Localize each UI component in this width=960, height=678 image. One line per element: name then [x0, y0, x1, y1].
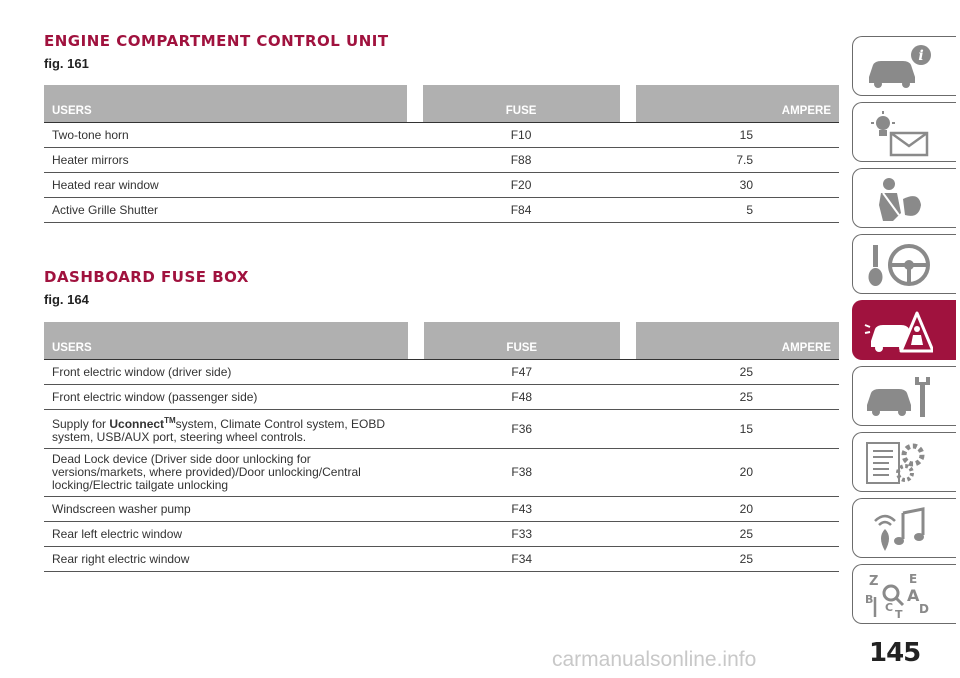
svg-text:A: A: [907, 586, 920, 605]
users-cell: Heater mirrors: [44, 147, 407, 173]
users-cell: Front electric window (passenger side): [44, 384, 408, 410]
tab-safety[interactable]: [852, 168, 956, 228]
svg-text:Z: Z: [869, 574, 878, 589]
key-steering-wheel-icon: [868, 244, 930, 286]
svg-text:C: C: [885, 601, 893, 614]
ampere-cell: 25: [635, 521, 839, 547]
trademark: TM: [164, 416, 176, 425]
table-row: Heated rear window F20 30: [44, 172, 839, 198]
users-cell: Front electric window (driver side): [44, 359, 408, 385]
users-cell: Windscreen washer pump: [44, 496, 408, 522]
ampere-cell: 7.5: [635, 147, 839, 173]
tab-multimedia[interactable]: [852, 498, 956, 558]
ampere-cell: 25: [635, 384, 839, 410]
table-header-row: USERS FUSE AMPERE: [44, 322, 839, 360]
fuse-cell: F88: [422, 147, 620, 173]
seatbelt-airbag-icon: [879, 178, 921, 221]
tab-car-info[interactable]: i: [852, 36, 956, 96]
tab-warning-lights[interactable]: [852, 102, 956, 162]
ampere-cell: 15: [635, 409, 839, 449]
fuse-cell: F10: [422, 122, 620, 148]
table-row: Heater mirrors F88 7.5: [44, 147, 839, 173]
engine-fuse-table: USERS FUSE AMPERE Two-tone horn F10 15 H…: [44, 85, 839, 223]
fuse-cell: F20: [422, 172, 620, 198]
car-breakdown-warning-triangle-icon: [864, 311, 933, 353]
alphabetical-index-icon: Z E A B C D T: [865, 572, 929, 619]
uconnect-brand: Uconnect: [109, 417, 165, 431]
section-title-dashboard-fuse-box: DASHBOARD FUSE BOX: [44, 268, 249, 286]
users-cell: Active Grille Shutter: [44, 197, 407, 223]
column-header-ampere: AMPERE: [635, 322, 839, 360]
ampere-cell: 20: [635, 496, 839, 522]
svg-text:E: E: [909, 572, 917, 586]
svg-text:T: T: [895, 608, 903, 619]
multimedia-music-icon: [874, 507, 925, 551]
fig-reference: fig. 161: [44, 56, 89, 71]
table-row: Front electric window (passenger side) F…: [44, 384, 839, 410]
ampere-cell: 5: [635, 197, 839, 223]
table-row: Rear left electric window F33 25: [44, 521, 839, 547]
column-header-fuse: FUSE: [423, 322, 620, 360]
ampere-cell: 25: [635, 546, 839, 572]
watermark: carmanualsonline.info: [552, 648, 757, 671]
tab-index[interactable]: Z E A B C D T: [852, 564, 956, 624]
page-number: 145: [869, 638, 921, 668]
tab-emergency[interactable]: [852, 300, 956, 360]
fuse-cell: F47: [423, 359, 620, 385]
fuse-cell: F48: [423, 384, 620, 410]
chapter-tabs: i: [852, 0, 960, 678]
fig-reference: fig. 164: [44, 292, 89, 307]
ampere-cell: 15: [635, 122, 839, 148]
column-header-ampere: AMPERE: [635, 85, 839, 123]
table-row: Windscreen washer pump F43 20: [44, 496, 839, 522]
users-cell: Supply for UconnectTMsystem, Climate Con…: [44, 409, 408, 449]
car-maintenance-wrench-icon: [867, 377, 930, 417]
users-cell: Two-tone horn: [44, 122, 407, 148]
ampere-cell: 25: [635, 359, 839, 385]
users-cell: Rear right electric window: [44, 546, 408, 572]
fuse-cell: F33: [423, 521, 620, 547]
column-header-fuse: FUSE: [422, 85, 620, 123]
column-divider: [619, 322, 636, 360]
svg-text:D: D: [919, 602, 929, 616]
users-prefix: Supply for: [52, 417, 110, 431]
column-header-users: USERS: [44, 322, 408, 360]
dashboard-fuse-table: USERS FUSE AMPERE Front electric window …: [44, 322, 839, 572]
section-title-engine-compartment: ENGINE COMPARTMENT CONTROL UNIT: [44, 32, 389, 50]
svg-text:i: i: [918, 48, 923, 64]
column-header-users: USERS: [44, 85, 407, 123]
fuse-cell: F34: [423, 546, 620, 572]
fuse-cell: F84: [422, 197, 620, 223]
ampere-cell: 20: [635, 448, 839, 497]
warning-lights-message-icon: [871, 111, 929, 157]
users-cell: Heated rear window: [44, 172, 407, 198]
users-cell: Dead Lock device (Driver side door unloc…: [44, 448, 408, 497]
svg-text:B: B: [865, 593, 873, 606]
users-suffix: system, Climate Control system, EOBD sys…: [52, 417, 386, 444]
tab-starting-driving[interactable]: [852, 234, 956, 294]
table-row: Two-tone horn F10 15: [44, 122, 839, 148]
technical-data-gears-icon: [866, 442, 925, 484]
table-row: Rear right electric window F34 25: [44, 546, 839, 572]
table-row: Supply for UconnectTMsystem, Climate Con…: [44, 409, 839, 449]
fuse-cell: F43: [423, 496, 620, 522]
table-row: Active Grille Shutter F84 5: [44, 197, 839, 223]
fuse-cell: F38: [423, 448, 620, 497]
column-divider: [406, 85, 423, 123]
column-divider: [619, 85, 636, 123]
table-row: Front electric window (driver side) F47 …: [44, 359, 839, 385]
users-cell: Rear left electric window: [44, 521, 408, 547]
column-divider: [407, 322, 424, 360]
car-info-icon: i: [869, 45, 931, 88]
fuse-cell: F36: [423, 409, 620, 449]
tab-technical-data[interactable]: [852, 432, 956, 492]
table-row: Dead Lock device (Driver side door unloc…: [44, 448, 839, 497]
table-header-row: USERS FUSE AMPERE: [44, 85, 839, 123]
ampere-cell: 30: [635, 172, 839, 198]
tab-maintenance[interactable]: [852, 366, 956, 426]
